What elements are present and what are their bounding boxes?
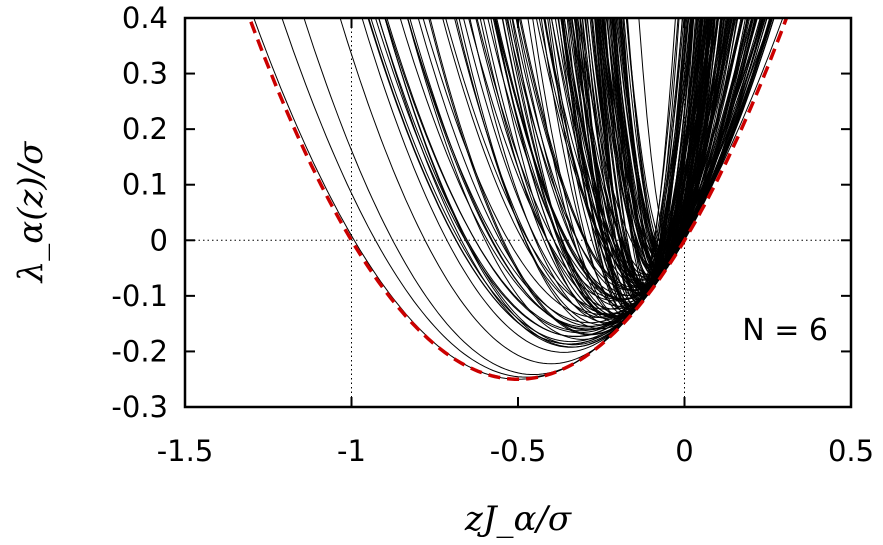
- y-tick-label: 0.1: [122, 168, 168, 202]
- family-curve: [558, 18, 703, 311]
- family-curve: [584, 18, 692, 304]
- bound-curve: [247, 18, 789, 381]
- family-curve: [543, 18, 748, 278]
- family-curve: [562, 18, 704, 308]
- family-curve: [577, 18, 691, 309]
- family-curve: [475, 18, 755, 310]
- y-tick-label: -0.3: [111, 390, 168, 424]
- family-curve: [548, 18, 714, 308]
- family-curve: [501, 18, 730, 319]
- y-tick-label: 0.3: [122, 57, 168, 91]
- family-curve: [562, 18, 704, 308]
- family-curve: [281, 18, 772, 378]
- family-curve: [368, 18, 772, 345]
- family-curve: [384, 18, 775, 332]
- x-tick-label: 0: [675, 434, 693, 468]
- family-curve: [361, 18, 766, 353]
- reference-lines: [185, 18, 851, 407]
- family-curve: [585, 18, 692, 304]
- x-tick-label: -0.5: [490, 434, 547, 468]
- family-curve: [571, 18, 694, 310]
- family-curve: [597, 18, 680, 305]
- family-curve: [569, 18, 699, 308]
- x-tick-label: 0.5: [828, 434, 874, 468]
- annotation-n: N = 6: [742, 313, 828, 348]
- family-curve: [560, 18, 706, 307]
- family-curve: [494, 18, 735, 319]
- y-tick-label: -0.2: [111, 334, 168, 368]
- family-curve: [384, 18, 761, 348]
- family-curve: [492, 18, 748, 307]
- family-curve: [428, 18, 753, 336]
- axis-ticks: -1.5 -1 -0.5 0 0.5 -0.3 -0.2 -0.1 0 0.1 0.2 0.3 0.4: [111, 1, 874, 468]
- family-curve: [468, 18, 764, 302]
- x-tick-label: -1: [337, 434, 366, 468]
- family-curve: [511, 18, 719, 323]
- family-curve: [445, 18, 768, 310]
- family-curve: [384, 18, 764, 346]
- x-tick-label: -1.5: [157, 434, 214, 468]
- bound-curve-line: [247, 18, 789, 381]
- x-axis-label: zJ_α/σ: [464, 499, 572, 539]
- family-curve: [594, 18, 676, 309]
- y-tick-label: 0: [150, 223, 168, 257]
- family-curve: [494, 18, 757, 297]
- y-tick-label: 0.4: [122, 1, 168, 35]
- family-curve: [512, 18, 748, 297]
- family-curve: [479, 18, 742, 320]
- family-curve: [507, 18, 729, 318]
- y-tick-label: -0.1: [111, 279, 168, 313]
- family-curve: [406, 18, 758, 340]
- y-axis-label: λ_α(z)/σ: [11, 141, 51, 284]
- family-curve: [574, 18, 691, 310]
- y-tick-label: 0.2: [122, 112, 168, 146]
- family-curve: [579, 18, 693, 306]
- family-curve: [476, 18, 762, 301]
- family-curve: [504, 18, 733, 315]
- family-curve: [386, 18, 773, 334]
- family-curve: [422, 18, 771, 318]
- family-curve: [502, 18, 733, 317]
- family-curve: [490, 18, 730, 325]
- family-curve: [550, 18, 746, 276]
- family-curve: [458, 18, 743, 330]
- family-curve: [575, 18, 690, 311]
- family-curve: [493, 18, 737, 318]
- family-curve: [515, 18, 735, 308]
- family-curve: [509, 18, 744, 303]
